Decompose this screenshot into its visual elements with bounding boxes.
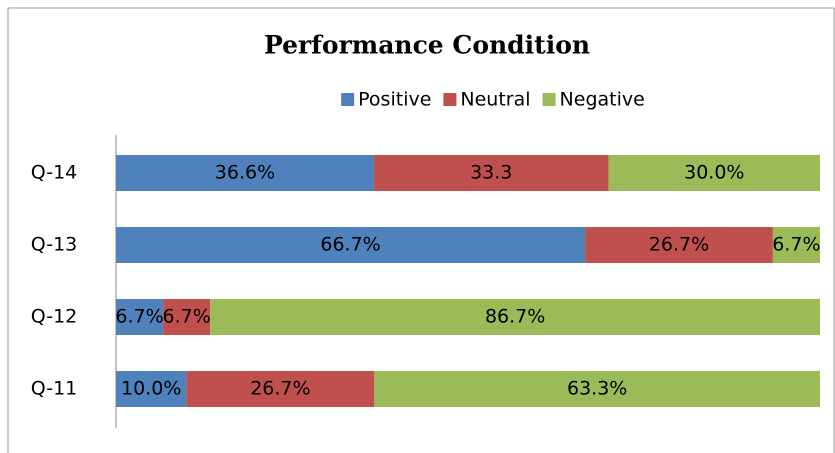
- y-tick-label: Q-11: [31, 378, 78, 400]
- bar-segment: [374, 371, 820, 407]
- bar-segment: [772, 227, 820, 263]
- legend-swatch: [542, 93, 556, 106]
- bar-segment: [373, 155, 609, 191]
- legend-label: Positive: [358, 89, 431, 111]
- bar-segment: [116, 299, 164, 335]
- data-label: 6.7%: [772, 234, 820, 256]
- bar-segment: [585, 227, 773, 263]
- data-label: 30.0%: [684, 162, 744, 184]
- data-label: 10.0%: [121, 378, 181, 400]
- data-label: 66.7%: [320, 234, 380, 256]
- legend-label: Negative: [560, 89, 645, 111]
- bar-segment: [210, 299, 820, 335]
- legend-swatch: [443, 93, 457, 106]
- data-label: 26.7%: [649, 234, 709, 256]
- data-label: 86.7%: [485, 306, 545, 328]
- y-tick-label: Q-14: [31, 162, 78, 184]
- chart-title: Performance Condition: [264, 31, 590, 60]
- y-tick-label: Q-13: [31, 234, 78, 256]
- data-label: 63.3%: [567, 378, 627, 400]
- bar-segment: [186, 371, 375, 407]
- legend-label: Neutral: [460, 89, 530, 111]
- bar-segment: [608, 155, 820, 191]
- y-tick-label: Q-12: [31, 306, 78, 328]
- data-label: 33.3: [470, 162, 512, 184]
- chart-border: [7, 7, 835, 453]
- data-label: 36.6%: [215, 162, 275, 184]
- data-label: 6.7%: [163, 306, 211, 328]
- legend-swatch: [341, 93, 355, 106]
- bar-segment: [116, 227, 586, 263]
- bar-segment: [116, 155, 374, 191]
- data-label: 26.7%: [250, 378, 310, 400]
- bar-segment: [163, 299, 211, 335]
- bar-segment: [116, 371, 187, 407]
- data-label: 6.7%: [115, 306, 163, 328]
